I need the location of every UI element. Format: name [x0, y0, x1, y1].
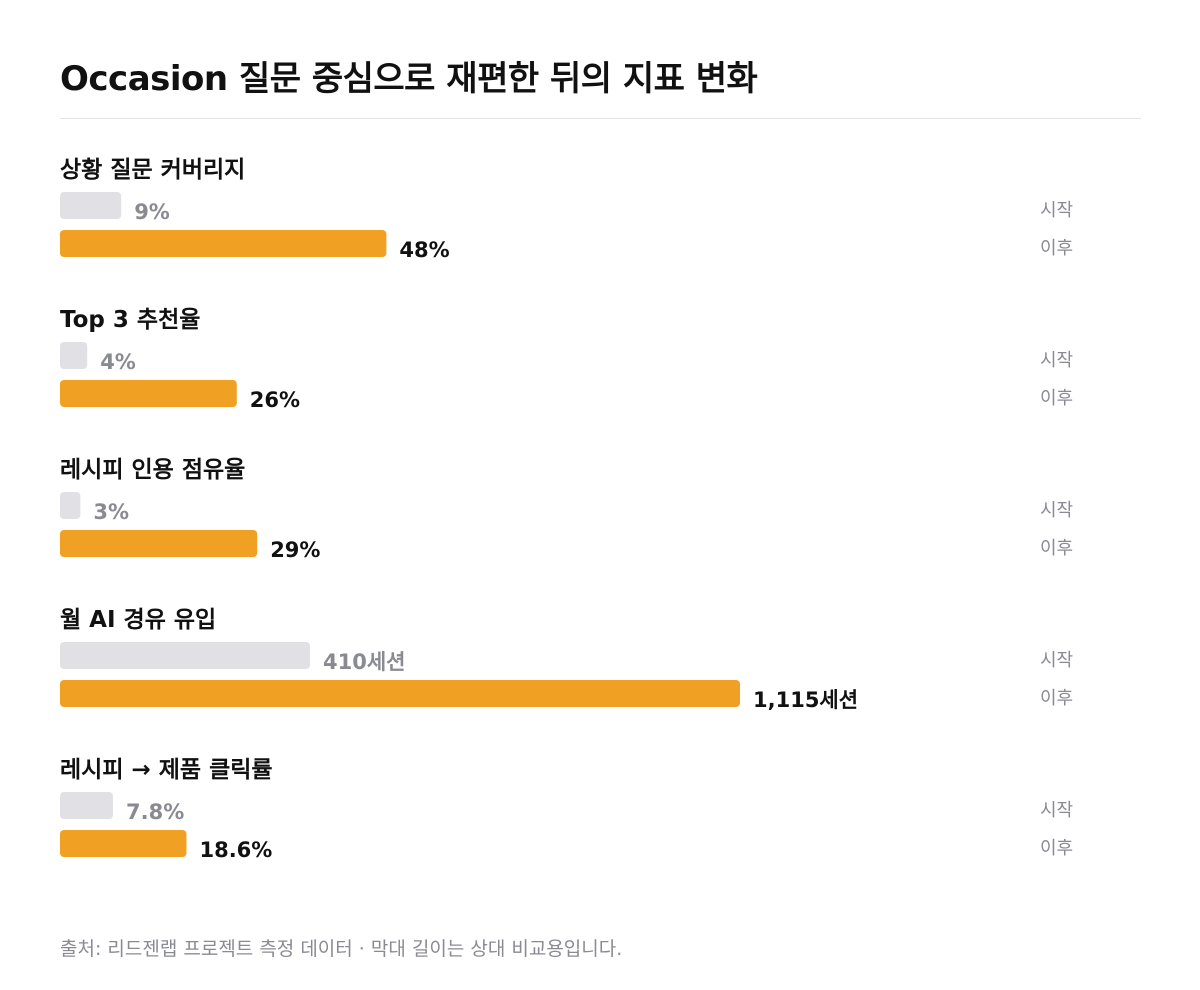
value-before-label: 4%: [100, 350, 136, 374]
bar-before: [60, 642, 311, 669]
bar-after: [60, 230, 387, 257]
value-before-label: 3%: [93, 500, 129, 524]
row-label-after: 이후: [1040, 388, 1073, 409]
value-after-label: 29%: [270, 538, 320, 562]
row-label-after: 이후: [1040, 238, 1073, 259]
value-before-label: 410세션: [323, 650, 405, 674]
metric-label: Top 3 추천율: [60, 307, 200, 333]
bar-before: [60, 492, 81, 519]
row-label-after: 이후: [1040, 538, 1073, 559]
metric-label: 레시피 인용 점유율: [60, 457, 245, 483]
chart-title: Occasion 질문 중심으로 재편한 뒤의 지표 변화: [60, 59, 758, 99]
row-label-before: 시작: [1040, 650, 1073, 671]
value-before-label: 9%: [134, 200, 170, 224]
source-note: 출처: 리드젠랩 프로젝트 측정 데이터 · 막대 길이는 상대 비교용입니다.: [60, 938, 623, 960]
row-label-after: 이후: [1040, 838, 1073, 859]
bar-before: [60, 192, 122, 219]
row-label-before: 시작: [1040, 350, 1073, 371]
row-label-after: 이후: [1040, 688, 1073, 709]
bar-after: [60, 680, 740, 707]
bar-after: [60, 830, 187, 857]
bar-before: [60, 792, 114, 819]
title-divider: [60, 118, 1141, 119]
value-after-label: 48%: [399, 238, 449, 262]
value-before-label: 7.8%: [126, 800, 184, 824]
metric-label: 월 AI 경유 유입: [60, 607, 216, 633]
metric-label: 상황 질문 커버리지: [60, 157, 245, 183]
value-after-label: 1,115세션: [753, 688, 858, 712]
row-label-before: 시작: [1040, 500, 1073, 521]
bar-after: [60, 380, 237, 407]
value-after-label: 26%: [250, 388, 300, 412]
metric-label: 레시피 → 제품 클릭률: [60, 757, 273, 783]
bar-before: [60, 342, 88, 369]
value-after-label: 18.6%: [199, 838, 272, 862]
row-label-before: 시작: [1040, 800, 1073, 821]
row-label-before: 시작: [1040, 200, 1073, 221]
bar-after: [60, 530, 258, 557]
